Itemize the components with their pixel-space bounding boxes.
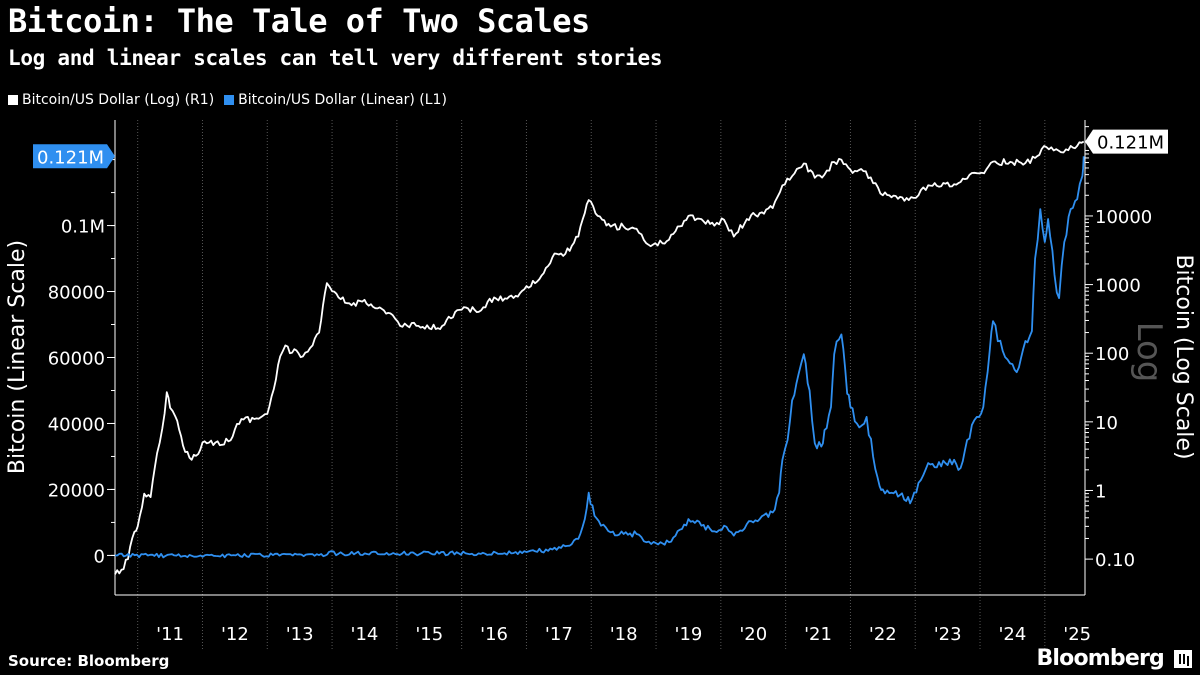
left-axis: 0 20000 40000 60000 80000 0.1M [48, 120, 116, 595]
series-line-linear [114, 156, 1085, 559]
x-tick-label: '16 [480, 624, 508, 645]
legend-label-log: Bitcoin/US Dollar (Log) (R1) [22, 92, 215, 108]
chart-title: Bitcoin: The Tale of Two Scales [8, 2, 590, 40]
x-tick-label: '12 [221, 624, 249, 645]
left-tick-label: 80000 [48, 283, 105, 304]
x-tick-label: '13 [286, 624, 314, 645]
right-last-value-label: 0.121M [1097, 133, 1164, 154]
x-tick-label: '17 [545, 624, 573, 645]
legend: Bitcoin/US Dollar (Log) (R1) Bitcoin/US … [8, 92, 447, 108]
x-tick-label: '23 [934, 624, 962, 645]
right-tick-label: 100 [1095, 344, 1129, 365]
legend-item-log: Bitcoin/US Dollar (Log) (R1) [8, 92, 214, 108]
terminal-icon [1174, 650, 1192, 668]
x-tick-label: '21 [804, 624, 832, 645]
plot-area [115, 120, 1085, 595]
right-tick-label: 1000 [1095, 276, 1141, 297]
series-group [114, 140, 1085, 575]
left-tick-label: 0.1M [61, 217, 105, 238]
legend-swatch-log [8, 95, 18, 105]
x-tick-label: '24 [998, 624, 1026, 645]
left-last-value-label: 0.121M [37, 147, 104, 168]
x-tick-label: '20 [739, 624, 767, 645]
left-tick-label: 20000 [48, 480, 105, 501]
left-axis-label: Bitcoin (Linear Scale) [5, 240, 30, 474]
source-note: Source: Bloomberg [8, 652, 170, 670]
x-tick-label: '11 [156, 624, 184, 645]
legend-item-linear: Bitcoin/US Dollar (Linear) (L1) [224, 92, 447, 108]
series-line-log [114, 140, 1085, 575]
left-tick-label: 60000 [48, 349, 105, 370]
right-tick-label: 10 [1095, 413, 1118, 434]
left-tick-label: 0 [94, 546, 105, 567]
right-axis: 0.10 1 10 100 1000 10000 [1084, 120, 1152, 595]
last-value-badges: 0.121M 0.121M [33, 129, 1168, 169]
chart-subtitle: Log and linear scales can tell very diff… [8, 46, 663, 70]
right-axis-label: Bitcoin (Log Scale) [1171, 254, 1196, 459]
legend-swatch-linear [224, 95, 235, 105]
x-tick-label: '22 [869, 624, 897, 645]
brand-logo: Bloomberg [1036, 646, 1164, 671]
x-tick-label: '14 [351, 624, 379, 645]
log-watermark: Log [1129, 322, 1169, 383]
right-tick-label: 1 [1095, 481, 1106, 502]
x-tick-label: '25 [1063, 624, 1091, 645]
x-tick-label: '19 [675, 624, 703, 645]
x-tick-label: '15 [415, 624, 443, 645]
left-tick-label: 40000 [48, 414, 105, 435]
left-last-value-badge [33, 144, 115, 169]
legend-label-linear: Bitcoin/US Dollar (Linear) (L1) [238, 92, 447, 108]
right-tick-label: 10000 [1095, 207, 1152, 228]
x-tick-label: '18 [610, 624, 638, 645]
right-tick-label: 0.10 [1095, 550, 1135, 571]
x-axis: '11 '12 '13 '14 '15 '16 '17 '18 '19 '20 '21 '22 '23 '… [115, 594, 1091, 645]
right-last-value-badge [1085, 129, 1168, 154]
grid [137, 120, 1046, 650]
